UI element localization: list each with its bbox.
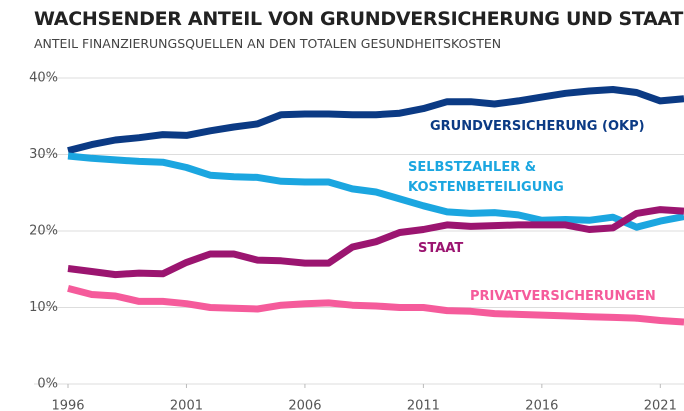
x-tick-label: 1996 (51, 399, 84, 411)
series-line (67, 285, 684, 326)
series-label: STAAT (418, 241, 464, 256)
series-line (67, 152, 684, 231)
chart-subtitle: ANTEIL FINANZIERUNGSQUELLEN AN DEN TOTAL… (34, 36, 502, 51)
x-tick-label: 2011 (407, 399, 440, 411)
series-line (67, 206, 684, 279)
series-label: PRIVATVERSICHERUNGEN (470, 289, 656, 304)
chart-title: WACHSENDER ANTEIL VON GRUNDVERSICHERUNG … (34, 8, 684, 30)
series-line (67, 86, 684, 155)
x-tick-label: 2016 (525, 399, 558, 411)
y-tick-label: 20% (29, 224, 58, 239)
y-tick-label: 40% (29, 71, 58, 86)
y-tick-label: 10% (29, 300, 58, 315)
x-tick-label: 2006 (288, 399, 321, 411)
y-tick-label: 0% (37, 377, 58, 392)
x-tick-label: 2021 (644, 399, 677, 411)
series-label: SELBSTZAHLER & KOSTENBETEILIGUNG (408, 160, 564, 195)
series-label: GRUNDVERSICHERUNG (OKP) (430, 119, 645, 134)
y-tick-label: 30% (29, 147, 58, 162)
x-tick-label: 2001 (170, 399, 203, 411)
